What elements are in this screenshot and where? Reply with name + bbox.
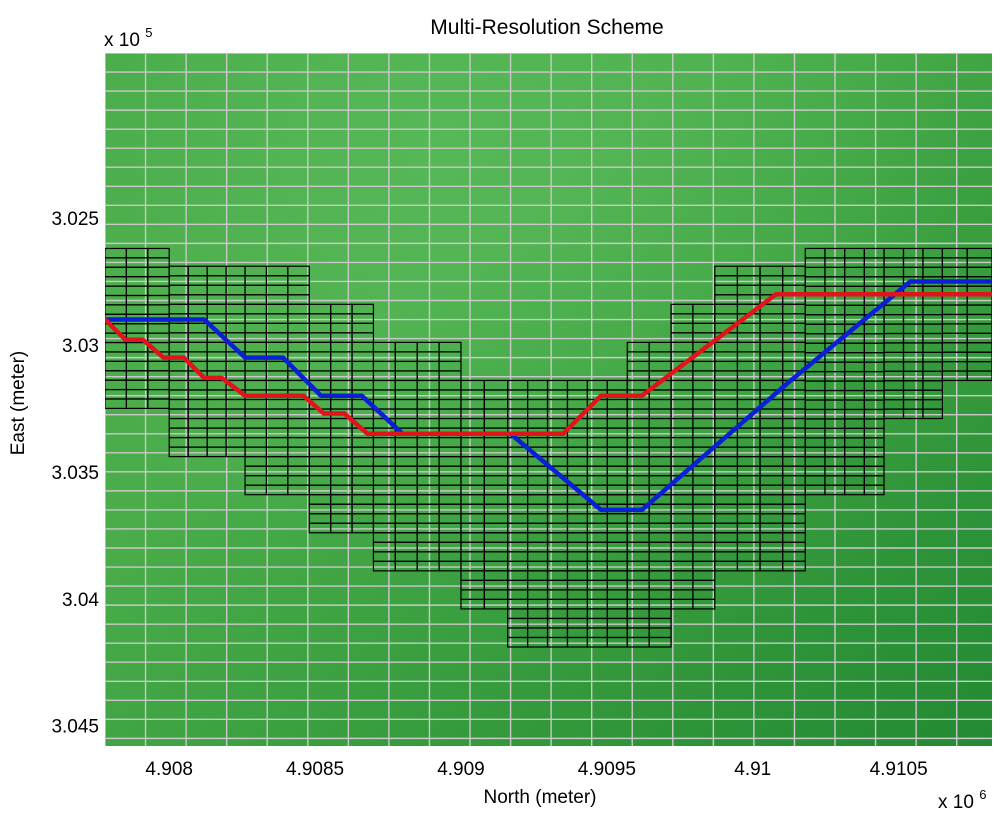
y-tick-label-3: 3.04	[62, 590, 99, 611]
x-tick-label-5: 4.9105	[870, 759, 928, 780]
x-multiplier-exp: 6	[979, 787, 986, 802]
plot-area	[105, 53, 992, 746]
fine-grid-column-10	[804, 247, 885, 496]
y-axis-label: East (meter)	[8, 351, 29, 456]
fine-grid-cell	[692, 598, 716, 610]
fine-grid-column-4	[372, 341, 462, 572]
fine-grid	[105, 247, 992, 648]
x-multiplier-base: x 10	[938, 792, 974, 813]
y-multiplier-base: x 10	[104, 30, 140, 51]
y-multiplier: x 10 5	[104, 25, 152, 51]
fine-grid-column-1	[168, 265, 246, 458]
y-tick-label-0: 3.025	[51, 209, 99, 230]
x-tick-label-4: 4.91	[734, 759, 771, 780]
series-layer	[105, 279, 992, 513]
fine-grid-cell	[782, 560, 806, 572]
y-tick-label-1: 3.03	[62, 336, 99, 357]
fine-grid-cell	[922, 408, 943, 420]
x-tick-label-3: 4.9095	[578, 759, 636, 780]
fine-grid-column-12	[941, 247, 992, 382]
series-red-path	[105, 291, 992, 437]
x-axis-ticks: 4.908 4.9085 4.909 4.9095 4.91 4.9105	[145, 759, 927, 780]
x-axis-label: North (meter)	[484, 787, 597, 808]
x-tick-label-0: 4.908	[145, 759, 193, 780]
fine-grid-cell	[863, 484, 885, 496]
fine-grid-column-11	[883, 247, 943, 420]
y-axis-ticks: 3.025 3.03 3.035 3.04 3.045	[51, 209, 99, 738]
x-tick-label-1: 4.9085	[286, 759, 344, 780]
fine-grid-cell	[966, 370, 992, 382]
y-multiplier-exp: 5	[145, 25, 152, 40]
fine-grid-cell	[648, 636, 672, 648]
chart-title: Multi-Resolution Scheme	[430, 16, 663, 39]
y-tick-label-2: 3.035	[51, 463, 99, 484]
y-tick-label-4: 3.045	[51, 717, 99, 738]
x-tick-label-2: 4.909	[437, 759, 485, 780]
x-multiplier: x 10 6	[938, 787, 986, 813]
